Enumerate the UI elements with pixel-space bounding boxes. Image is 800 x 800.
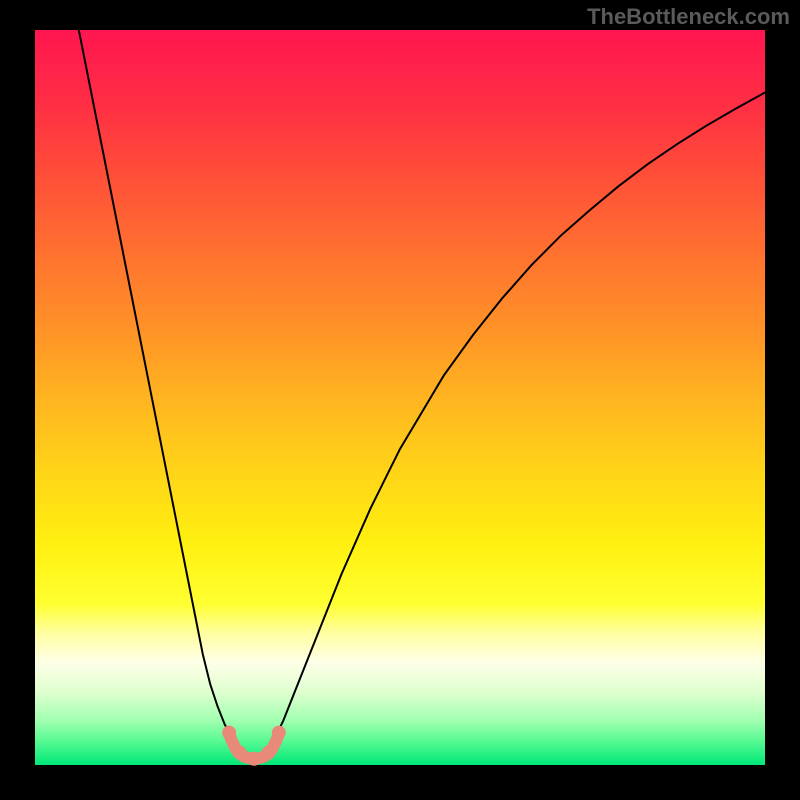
trough-dot: [247, 752, 261, 766]
trough-dot: [262, 746, 276, 760]
plot-background: [35, 30, 765, 765]
trough-dot: [232, 746, 246, 760]
bottleneck-chart: [0, 0, 800, 800]
trough-dot: [272, 726, 286, 740]
chart-container: TheBottleneck.com: [0, 0, 800, 800]
trough-dot: [222, 726, 236, 740]
watermark-text: TheBottleneck.com: [587, 4, 790, 30]
